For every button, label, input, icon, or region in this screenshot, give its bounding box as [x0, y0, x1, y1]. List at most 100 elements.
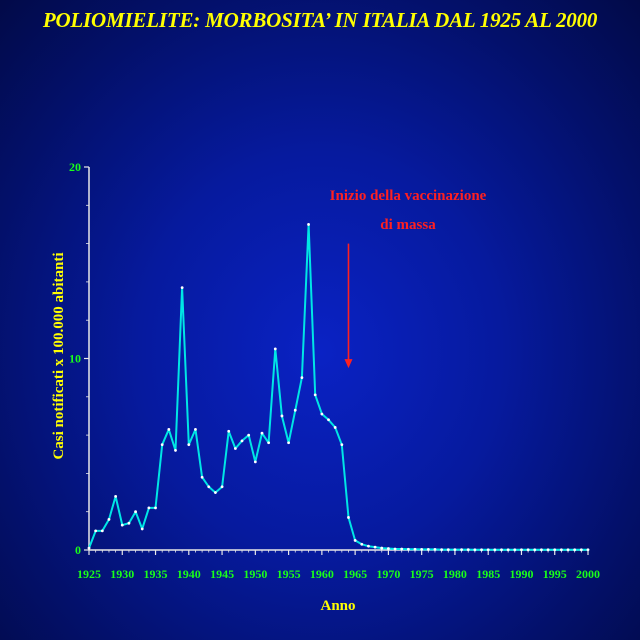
- data-point: [373, 545, 377, 549]
- data-point: [520, 548, 523, 552]
- data-point: [393, 547, 397, 551]
- data-point: [194, 427, 197, 431]
- data-point: [114, 494, 118, 498]
- data-point: [367, 544, 370, 548]
- data-point: [327, 418, 330, 422]
- x-tick-label: 1955: [277, 567, 301, 581]
- data-point: [400, 547, 404, 551]
- data-point: [559, 548, 563, 552]
- y-ticks: 0 10 20: [69, 160, 89, 557]
- series-line: [88, 223, 588, 551]
- annotation-arrow-head: [344, 359, 353, 369]
- data-point: [293, 408, 297, 412]
- data-point: [433, 548, 437, 551]
- data-point: [160, 443, 164, 447]
- data-point: [94, 529, 98, 533]
- data-point: [546, 548, 550, 552]
- data-point: [300, 376, 304, 380]
- x-tick-label: 1980: [443, 567, 467, 581]
- data-point: [87, 546, 91, 550]
- x-tick-label: 1995: [543, 567, 567, 581]
- data-point: [506, 548, 510, 552]
- data-point: [486, 548, 490, 552]
- x-tick-label: 1930: [110, 567, 134, 581]
- data-point: [280, 414, 284, 418]
- data-point: [214, 491, 217, 494]
- data-point: [154, 506, 157, 510]
- data-point: [180, 286, 184, 290]
- data-point: [526, 548, 530, 552]
- data-point: [287, 441, 290, 445]
- data-point: [174, 449, 177, 452]
- data-point: [260, 431, 264, 435]
- data-point: [120, 523, 124, 527]
- data-point: [460, 548, 463, 552]
- x-tick-label: 1925: [77, 567, 101, 581]
- data-point: [446, 548, 450, 552]
- x-tick-label: 1935: [144, 567, 168, 581]
- data-point: [493, 548, 497, 552]
- data-point: [533, 548, 537, 552]
- x-tick-label: 1965: [343, 567, 367, 581]
- annotation-text-line1: Inizio della vaccinazione: [330, 188, 487, 204]
- x-tick-label: 1950: [243, 567, 267, 581]
- x-tick-label: 1985: [476, 567, 500, 581]
- data-point: [480, 548, 483, 552]
- y-axis-label: Casi notificati x 100.000 abitanti: [51, 252, 67, 459]
- data-point: [406, 547, 410, 551]
- data-point: [140, 527, 144, 531]
- data-point: [566, 548, 570, 552]
- data-point: [313, 393, 317, 397]
- data-point: [320, 412, 324, 416]
- data-point: [233, 447, 237, 450]
- data-point: [227, 429, 231, 433]
- data-point: [553, 548, 557, 552]
- data-point: [253, 460, 257, 464]
- annotation-text-line2: di massa: [380, 217, 436, 233]
- data-point: [453, 548, 457, 552]
- data-point: [247, 433, 251, 437]
- y-tick-label: 0: [75, 543, 81, 557]
- x-ticks: 1925 1930 1935 1940 1945 1950 1955 1960 1965 1970…: [77, 550, 600, 581]
- data-point: [353, 539, 357, 542]
- data-point: [466, 548, 470, 552]
- data-point: [207, 485, 211, 489]
- data-point: [573, 548, 577, 552]
- data-point: [500, 548, 503, 552]
- data-point: [147, 506, 151, 510]
- data-point: [426, 548, 430, 551]
- series-group: [87, 223, 590, 552]
- chart-title: POLIOMIELITE: MORBOSITA’ IN ITALIA DAL 1…: [42, 8, 598, 32]
- x-tick-label: 1990: [509, 567, 533, 581]
- data-point: [360, 542, 364, 546]
- data-point: [420, 548, 424, 551]
- data-point: [100, 529, 104, 533]
- data-point: [513, 548, 517, 552]
- data-point: [540, 548, 543, 552]
- data-point: [387, 547, 390, 550]
- x-tick-label: 1960: [310, 567, 334, 581]
- x-tick-label: 1975: [410, 567, 434, 581]
- x-tick-label: 2000: [576, 567, 600, 581]
- data-point: [220, 485, 224, 489]
- data-point: [333, 426, 337, 429]
- data-point: [347, 516, 350, 519]
- y-tick-label: 20: [69, 160, 81, 174]
- data-point: [134, 510, 137, 514]
- data-point: [307, 223, 310, 226]
- data-point: [127, 521, 131, 525]
- x-tick-label: 1940: [177, 567, 201, 581]
- data-point: [380, 546, 384, 550]
- data-point: [579, 548, 583, 552]
- data-point: [167, 427, 171, 431]
- data-point: [340, 443, 344, 447]
- y-tick-label: 10: [69, 352, 81, 366]
- annotations: Inizio della vaccinazione di massa: [330, 188, 487, 369]
- data-point: [473, 548, 477, 552]
- data-point: [240, 439, 244, 443]
- data-point: [200, 475, 204, 479]
- x-tick-label: 1970: [376, 567, 400, 581]
- x-axis-label: Anno: [320, 598, 355, 614]
- axes: [88, 167, 588, 551]
